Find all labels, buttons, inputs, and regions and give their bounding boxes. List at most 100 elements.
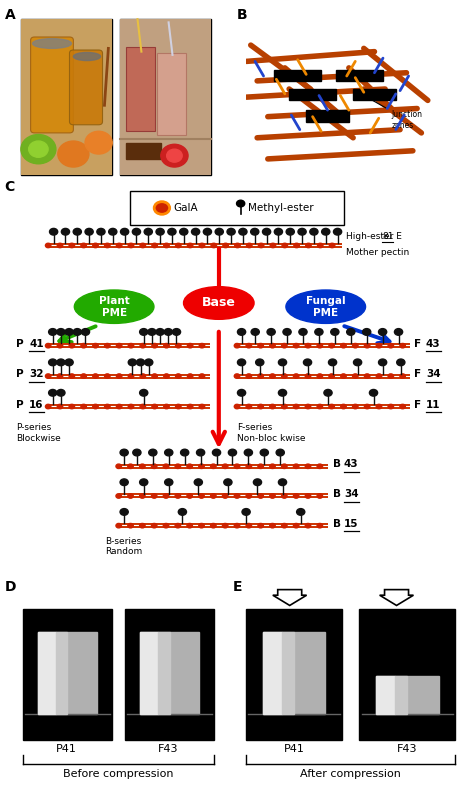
Circle shape — [234, 404, 240, 408]
Text: High-ester E: High-ester E — [346, 232, 402, 241]
Bar — [126, 143, 161, 159]
Circle shape — [178, 508, 186, 515]
Ellipse shape — [183, 286, 254, 320]
Circle shape — [282, 494, 287, 498]
Circle shape — [164, 374, 169, 378]
Circle shape — [260, 449, 268, 456]
Circle shape — [140, 523, 145, 528]
Circle shape — [187, 494, 192, 498]
Circle shape — [305, 343, 311, 348]
Circle shape — [57, 328, 65, 335]
Circle shape — [128, 464, 133, 469]
Circle shape — [140, 494, 145, 498]
Circle shape — [258, 404, 264, 408]
Circle shape — [187, 404, 193, 408]
Circle shape — [140, 328, 148, 335]
Circle shape — [234, 343, 240, 348]
Circle shape — [81, 243, 86, 247]
Text: Fungal
PME: Fungal PME — [306, 296, 346, 317]
Circle shape — [46, 243, 51, 247]
Bar — [336, 70, 383, 81]
Bar — [38, 631, 97, 714]
Circle shape — [369, 389, 378, 396]
Circle shape — [167, 149, 182, 163]
Circle shape — [173, 328, 181, 335]
FancyBboxPatch shape — [70, 50, 102, 125]
Text: 16: 16 — [29, 400, 44, 410]
Circle shape — [175, 404, 181, 408]
Circle shape — [235, 243, 240, 247]
Circle shape — [175, 464, 181, 469]
Circle shape — [270, 343, 275, 348]
Circle shape — [234, 523, 240, 528]
Circle shape — [234, 374, 240, 378]
Text: F43: F43 — [397, 744, 418, 754]
Text: 34: 34 — [426, 370, 440, 379]
Circle shape — [58, 141, 89, 167]
Circle shape — [267, 328, 275, 335]
Bar — [376, 676, 438, 714]
Circle shape — [199, 343, 205, 348]
Bar — [353, 89, 396, 101]
Circle shape — [317, 464, 322, 469]
Circle shape — [282, 374, 287, 378]
Circle shape — [164, 404, 169, 408]
Bar — [274, 70, 321, 81]
Circle shape — [317, 494, 322, 498]
Circle shape — [93, 243, 98, 247]
Circle shape — [152, 343, 157, 348]
Circle shape — [57, 389, 65, 396]
Circle shape — [163, 494, 169, 498]
Text: F: F — [414, 370, 421, 379]
Circle shape — [282, 464, 287, 469]
Circle shape — [69, 343, 74, 348]
Circle shape — [117, 404, 122, 408]
Circle shape — [109, 228, 117, 235]
Text: Before compression: Before compression — [63, 769, 174, 780]
Circle shape — [282, 523, 287, 528]
Circle shape — [46, 404, 51, 408]
Circle shape — [148, 328, 156, 335]
Circle shape — [57, 343, 63, 348]
Circle shape — [244, 449, 253, 456]
Text: B: B — [333, 489, 340, 499]
Circle shape — [341, 343, 346, 348]
Circle shape — [237, 389, 246, 396]
Circle shape — [128, 359, 137, 366]
Circle shape — [199, 374, 205, 378]
Circle shape — [334, 228, 342, 235]
Circle shape — [237, 200, 245, 207]
Circle shape — [194, 479, 202, 485]
Circle shape — [199, 494, 204, 498]
Circle shape — [282, 343, 287, 348]
Text: F: F — [414, 339, 421, 349]
Circle shape — [49, 228, 58, 235]
Circle shape — [298, 228, 306, 235]
Circle shape — [324, 389, 332, 396]
Circle shape — [46, 374, 51, 378]
Text: P: P — [16, 339, 24, 349]
Circle shape — [140, 243, 146, 247]
Circle shape — [175, 494, 181, 498]
Circle shape — [203, 228, 211, 235]
Circle shape — [354, 359, 362, 366]
Circle shape — [303, 359, 311, 366]
Circle shape — [365, 404, 370, 408]
Circle shape — [164, 343, 169, 348]
Circle shape — [223, 243, 228, 247]
Text: F: F — [414, 400, 421, 410]
Text: A: A — [5, 8, 16, 22]
Circle shape — [49, 328, 57, 335]
Circle shape — [341, 374, 346, 378]
Circle shape — [305, 404, 311, 408]
Text: P: P — [16, 400, 24, 410]
Circle shape — [105, 374, 110, 378]
Circle shape — [187, 343, 193, 348]
Circle shape — [270, 523, 275, 528]
Circle shape — [128, 404, 134, 408]
Circle shape — [293, 494, 299, 498]
Text: P-series
Blockwise: P-series Blockwise — [16, 423, 61, 442]
Circle shape — [228, 449, 237, 456]
Bar — [120, 19, 211, 175]
Circle shape — [181, 449, 189, 456]
